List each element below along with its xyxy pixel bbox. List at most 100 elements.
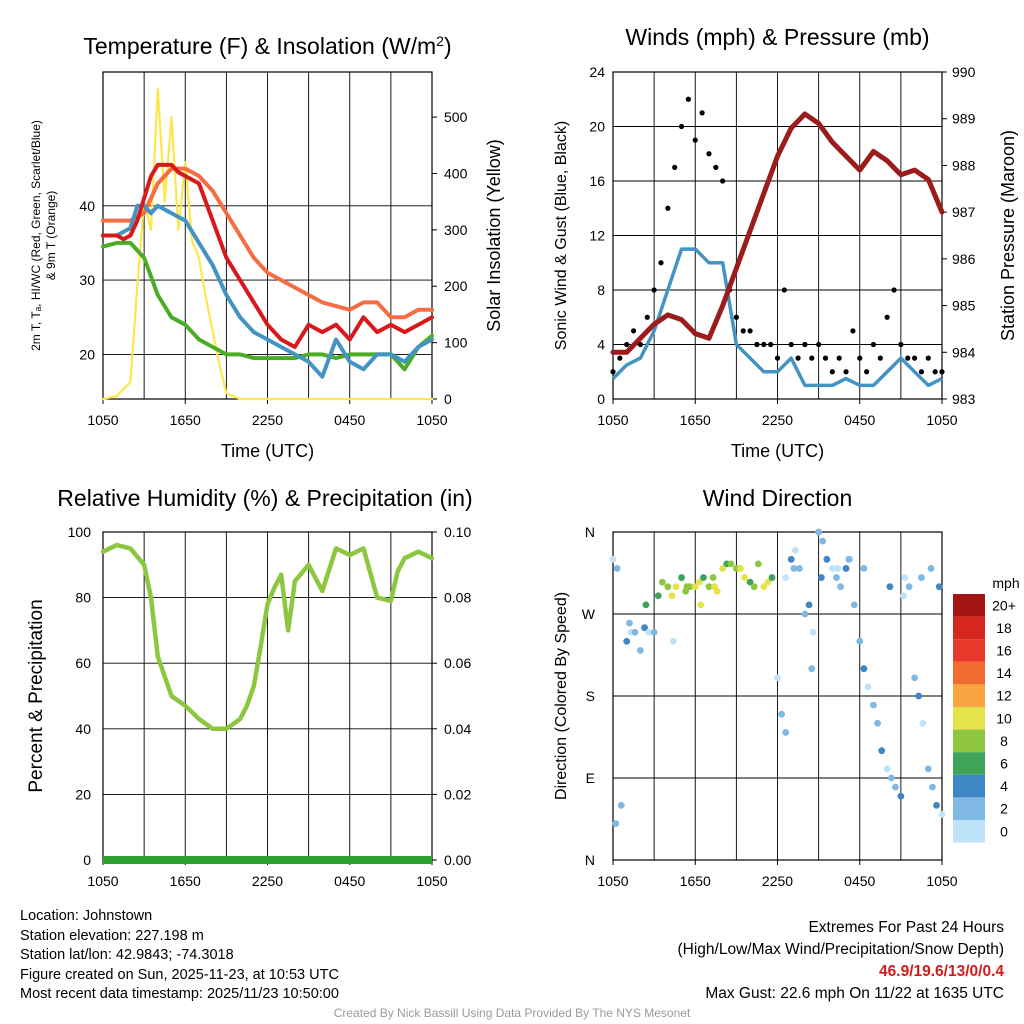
y-tick-label: 8 bbox=[597, 282, 605, 298]
gust-point bbox=[699, 110, 705, 116]
y-tick-label: 80 bbox=[75, 590, 91, 606]
direction-point bbox=[787, 555, 795, 563]
x-tick-label: 2250 bbox=[252, 873, 283, 889]
gust-point bbox=[857, 355, 863, 361]
direction-point bbox=[711, 583, 718, 591]
y-axis-label: Direction (Colored By Speed) bbox=[553, 592, 570, 800]
direction-point bbox=[911, 674, 918, 682]
figure-created: Figure created on Sun, 2025-11-23, at 10… bbox=[20, 966, 339, 983]
gust-point bbox=[809, 355, 815, 361]
direction-point bbox=[887, 774, 895, 782]
x-tick-label: 0450 bbox=[334, 873, 365, 889]
gust-point bbox=[630, 328, 637, 334]
gust-point bbox=[747, 328, 753, 334]
direction-point bbox=[768, 574, 776, 581]
y-axis-label: 2m T, Tₐ, HI/WC (Red, Green, Scarlet/Blu… bbox=[29, 120, 43, 351]
direction-point bbox=[650, 628, 658, 636]
y-tick-label: 0 bbox=[83, 852, 91, 868]
gust-point bbox=[706, 151, 712, 157]
x-tick-label: 1050 bbox=[926, 412, 957, 428]
station-location: Location: Johnstown bbox=[20, 908, 153, 924]
direction-point bbox=[754, 560, 762, 568]
gust-point bbox=[850, 328, 856, 334]
extremes-subtitle: (High/Low/Max Wind/Precipitation/Snow De… bbox=[677, 941, 1005, 958]
y-tick-label: S bbox=[586, 688, 595, 704]
direction-point bbox=[919, 719, 927, 727]
direction-point bbox=[669, 637, 677, 645]
y2-tick-label: 0.04 bbox=[444, 721, 471, 737]
direction-point bbox=[924, 765, 932, 773]
gust-point bbox=[939, 369, 945, 375]
y2-tick-label: 100 bbox=[444, 335, 468, 351]
gust-point bbox=[932, 369, 938, 375]
direction-point bbox=[819, 537, 827, 545]
legend-swatch bbox=[953, 639, 985, 662]
x-tick-label: 1650 bbox=[170, 412, 201, 428]
direction-point bbox=[778, 710, 786, 718]
x-tick-label: 2250 bbox=[762, 412, 793, 428]
gust-point bbox=[692, 137, 698, 143]
direction-point bbox=[626, 619, 633, 627]
y2-tick-label: 0.06 bbox=[444, 655, 471, 671]
direction-point bbox=[938, 811, 946, 818]
y-tick-label: 20 bbox=[79, 346, 95, 362]
direction-point bbox=[613, 565, 621, 572]
y2-tick-label: 984 bbox=[952, 344, 976, 360]
direction-point bbox=[870, 701, 877, 709]
direction-point bbox=[612, 820, 620, 827]
gust-point bbox=[685, 96, 691, 102]
y-tick-label: 16 bbox=[589, 173, 605, 189]
direction-point bbox=[705, 583, 713, 591]
y2-tick-label: 200 bbox=[444, 278, 468, 294]
gust-point bbox=[720, 178, 726, 184]
gust-point bbox=[610, 369, 616, 375]
y2-tick-label: 300 bbox=[444, 222, 468, 238]
series-line-pressure bbox=[610, 111, 945, 355]
direction-point bbox=[623, 637, 631, 645]
series-line-hi-wc bbox=[101, 203, 434, 379]
direction-point bbox=[927, 565, 935, 572]
gust-point bbox=[672, 164, 678, 170]
direction-point bbox=[834, 565, 842, 572]
legend-label: 2 bbox=[1000, 801, 1008, 817]
gust-point bbox=[836, 355, 842, 361]
direction-point bbox=[737, 565, 744, 572]
direction-point bbox=[750, 583, 758, 591]
direction-point bbox=[697, 601, 705, 609]
direction-point bbox=[801, 610, 809, 618]
y2-axis-label: Solar Insolation (Yellow) bbox=[484, 139, 504, 331]
y-tick-label: 100 bbox=[68, 524, 92, 540]
direction-point bbox=[883, 765, 891, 773]
gust-point bbox=[658, 260, 664, 266]
x-axis-label: Time (UTC) bbox=[731, 441, 824, 461]
direction-point bbox=[918, 574, 925, 581]
y2-tick-label: 987 bbox=[952, 204, 976, 220]
gust-point bbox=[678, 123, 685, 130]
gust-point bbox=[795, 355, 801, 361]
gust-point bbox=[898, 341, 904, 348]
series-line-rh bbox=[100, 542, 435, 732]
direction-point bbox=[668, 592, 676, 600]
gust-point bbox=[870, 341, 877, 348]
station-info: Location: Johnstown Station elevation: 2… bbox=[20, 907, 339, 1005]
gust-point bbox=[665, 205, 671, 211]
direction-point bbox=[901, 574, 909, 581]
direction-point bbox=[809, 628, 817, 636]
y2-tick-label: 983 bbox=[952, 391, 976, 407]
direction-point bbox=[683, 583, 691, 591]
direction-point bbox=[933, 801, 940, 809]
direction-point bbox=[741, 574, 748, 581]
gust-point bbox=[905, 355, 911, 361]
y-tick-label: E bbox=[586, 770, 595, 786]
direction-point bbox=[817, 574, 825, 581]
x-tick-label: 1650 bbox=[680, 873, 711, 889]
gust-point bbox=[740, 328, 746, 334]
direction-point bbox=[860, 665, 868, 673]
direction-point bbox=[905, 583, 913, 591]
y2-tick-label: 986 bbox=[952, 251, 976, 267]
legend-label: 12 bbox=[996, 688, 1012, 704]
chart-title: Wind Direction bbox=[703, 485, 853, 511]
y-tick-label: 40 bbox=[75, 721, 91, 737]
gust-point bbox=[637, 341, 644, 348]
legend-label: 18 bbox=[996, 620, 1012, 636]
